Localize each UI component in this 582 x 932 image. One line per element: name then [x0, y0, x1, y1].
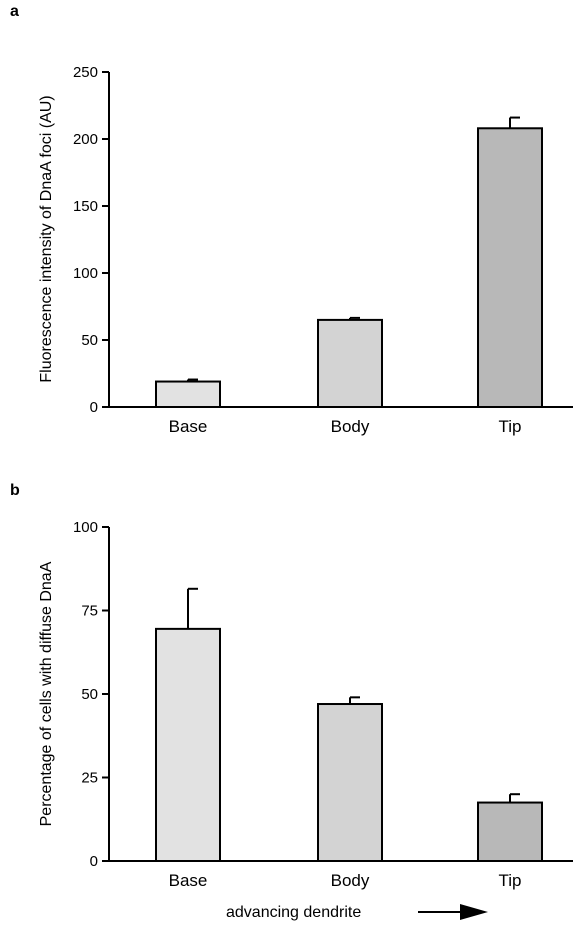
bar-b-body [317, 703, 383, 863]
category-label-a-tip: Tip [499, 417, 522, 436]
category-label-b-tip: Tip [499, 871, 522, 890]
y-tick-label-a-5: 250 [73, 64, 98, 81]
right-arrow-icon [418, 904, 488, 920]
y-tick-label-b-2: 50 [81, 686, 98, 703]
y-tick-label-b-1: 25 [81, 770, 98, 787]
category-label-b-body: Body [331, 871, 370, 890]
advancing-dendrite-label: advancing dendrite [226, 904, 361, 921]
category-label-b-base: Base [169, 871, 208, 890]
y-tick-label-a-0: 0 [90, 399, 98, 416]
category-label-a-body: Body [331, 417, 370, 436]
y-tick-label-a-1: 50 [81, 332, 98, 349]
y-axis-title-b: Percentage of cells with diffuse DnaA [38, 561, 55, 826]
category-label-a-base: Base [169, 417, 208, 436]
y-tick-label-b-0: 0 [90, 853, 98, 870]
bar-a-tip [477, 127, 543, 408]
panel-letter-b: b [10, 482, 20, 499]
y-tick-label-a-2: 100 [73, 265, 98, 282]
panel-letter-a: a [10, 3, 19, 20]
bar-b-tip [477, 801, 543, 862]
y-tick-label-a-4: 200 [73, 131, 98, 148]
chart-panel-b: 0 25 50 75 100 Base Body Tip [73, 519, 573, 890]
bar-a-body [317, 318, 383, 408]
y-axis-title-a: Fluorescence intensity of DnaA foci (AU) [38, 95, 55, 382]
y-tick-label-b-4: 100 [73, 519, 98, 536]
chart-panel-a: 0 50 100 150 200 250 Base Body Tip [73, 64, 573, 436]
y-tick-label-a-3: 150 [73, 198, 98, 215]
bar-a-base [155, 380, 221, 409]
bar-b-base [155, 627, 221, 862]
y-tick-label-b-3: 75 [81, 603, 98, 620]
